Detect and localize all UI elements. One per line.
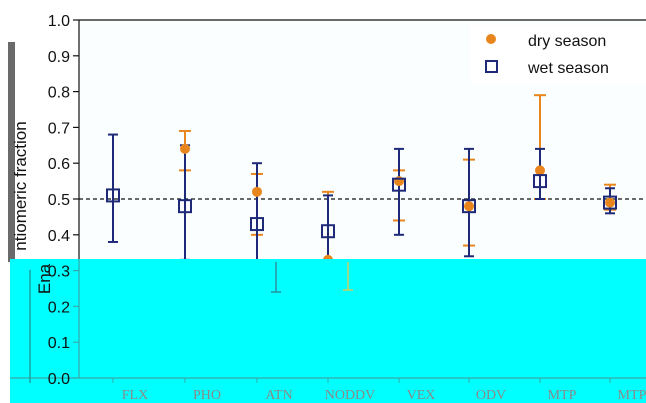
- x-tick-label: ATN: [265, 388, 292, 403]
- dry-season-point: [252, 186, 262, 197]
- y-tick-label: 0.7: [48, 120, 70, 137]
- x-tick-label: ODV: [476, 388, 506, 403]
- x-tick-label: MTP: [618, 388, 646, 403]
- dry-season-point: [394, 176, 404, 187]
- wet-season-point: [462, 199, 476, 214]
- wet-season-point: [106, 188, 120, 203]
- y-tick-label: 0.0: [48, 371, 70, 388]
- y-tick-label: 0.2: [48, 299, 70, 316]
- x-tick-label: PHO: [193, 388, 221, 403]
- axis-artifact-bar: [8, 42, 15, 262]
- wet-season-point: [250, 217, 264, 232]
- dry-season-point: [180, 143, 190, 154]
- y-axis-label: ntiomeric fraction: [11, 121, 30, 250]
- y-tick-label: 0.8: [48, 85, 70, 102]
- y-tick-label: 0.3: [48, 264, 70, 281]
- wet-season-point: [392, 177, 406, 192]
- legend-dry-marker: [486, 34, 496, 44]
- y-tick-label: 0.4: [48, 228, 70, 245]
- legend-dry-label: dry season: [528, 33, 606, 50]
- y-tick-label: 1.0: [48, 13, 70, 30]
- dry-season-point: [535, 165, 545, 176]
- legend-wet-label: wet season: [527, 60, 609, 77]
- wet-season-point: [533, 174, 547, 189]
- dry-season-point: [605, 197, 615, 208]
- wet-season-point: [178, 199, 192, 214]
- y-tick-label: 0.9: [48, 49, 70, 66]
- y-tick-label: 0.1: [48, 335, 70, 352]
- dry-season-point: [464, 201, 474, 212]
- x-tick-label: MTP: [548, 388, 577, 403]
- x-tick-label: FLX: [122, 388, 148, 403]
- legend-wet-marker: [485, 60, 498, 73]
- x-tick-label: NODDV: [325, 388, 376, 403]
- y-tick-label: 0.5: [48, 192, 70, 209]
- y-axis-label-lower: Ena: [35, 263, 54, 294]
- y-tick-label: 0.6: [48, 156, 70, 173]
- wet-season-point: [321, 224, 335, 239]
- legend-box: [470, 25, 646, 83]
- x-tick-label: VEX: [407, 388, 436, 403]
- wet-season-point: [603, 195, 617, 210]
